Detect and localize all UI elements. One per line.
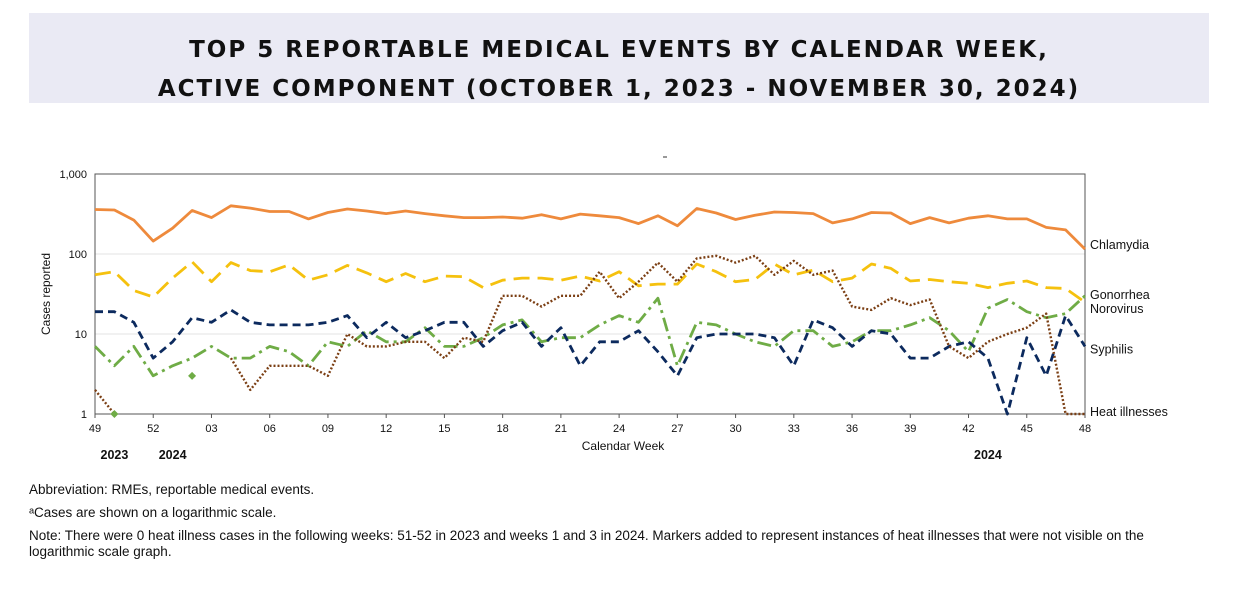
x-tick-label: 18 xyxy=(497,423,509,435)
y-tick-label: 1,000 xyxy=(59,169,87,181)
heat-illness-marker xyxy=(110,410,119,418)
x-tick-label: 21 xyxy=(555,423,567,435)
chart-title-line-2: ACTIVE COMPONENT (OCTOBER 1, 2023 - NOVE… xyxy=(157,76,1081,102)
y-axis-ticks: 1 10 100 1,000 xyxy=(59,169,87,421)
x-tick-label: 09 xyxy=(322,423,334,435)
heat-illness-marker xyxy=(188,371,197,380)
x-tick-label: 39 xyxy=(904,423,916,435)
x-tick-label: 06 xyxy=(264,423,276,435)
x-tick-label: 49 xyxy=(89,423,101,435)
series-line-norovirus xyxy=(94,260,1086,304)
x-tick-label: 33 xyxy=(788,423,800,435)
markers xyxy=(110,371,197,418)
x-tick-label: 24 xyxy=(613,423,625,435)
footnote-abbreviation: Abbreviation: RMEs, reportable medical e… xyxy=(29,482,315,497)
y-tick-label: 100 xyxy=(69,249,87,261)
footnote-heat-illness: Note: There were 0 heat illness cases in… xyxy=(29,528,1144,559)
x-tick-label: 42 xyxy=(962,423,974,435)
series-line-chlamydia xyxy=(94,204,1086,251)
series-line-gonorrhea xyxy=(94,294,1086,378)
x-tick-label: 03 xyxy=(205,423,217,435)
x-tick-label: 15 xyxy=(438,423,450,435)
year-label: 2024 xyxy=(974,448,1002,462)
x-tick-label: 36 xyxy=(846,423,858,435)
footnote-scale: ᵃCases are shown on a logarithmic scale. xyxy=(29,505,277,520)
y-tick-label: 10 xyxy=(75,329,87,341)
series-line-syphilis xyxy=(95,308,1087,416)
chart-title-line-1: TOP 5 REPORTABLE MEDICAL EVENTS BY CALEN… xyxy=(189,37,1049,63)
year-label: 2024 xyxy=(159,448,187,462)
x-tick-label: 27 xyxy=(671,423,683,435)
line-chart: 1 10 100 1,000 49 52 03 06 09 12 15 18 21 24 27 30 33 36… xyxy=(39,156,1168,462)
series-label: Norovirus xyxy=(1090,302,1144,316)
grid-lines xyxy=(95,156,1085,335)
plot-frame xyxy=(94,173,1086,415)
title-band: TOP 5 REPORTABLE MEDICAL EVENTS BY CALEN… xyxy=(29,13,1209,103)
year-label: 2023 xyxy=(101,448,129,462)
series-label: Chlamydia xyxy=(1090,238,1149,252)
series-label: Syphilis xyxy=(1090,342,1133,356)
series-label: Gonorrhea xyxy=(1090,288,1150,302)
x-tick-label: 52 xyxy=(147,423,159,435)
x-tick-label: 48 xyxy=(1079,423,1091,435)
series-line-heat-illnesses xyxy=(94,254,1085,416)
x-tick-label: 45 xyxy=(1021,423,1033,435)
x-axis-ticks: 49 52 03 06 09 12 15 18 21 24 27 30 33 36 39 42 45 48 2023… xyxy=(89,414,1091,462)
x-tick-label: 30 xyxy=(729,423,741,435)
series-lines xyxy=(94,204,1087,416)
series-label: Heat illnesses xyxy=(1090,405,1168,419)
x-tick-label: 12 xyxy=(380,423,392,435)
y-tick-label: 1 xyxy=(81,409,87,421)
y-axis-label: Cases reported xyxy=(39,253,53,335)
x-axis-label: Calendar Week xyxy=(582,439,665,453)
